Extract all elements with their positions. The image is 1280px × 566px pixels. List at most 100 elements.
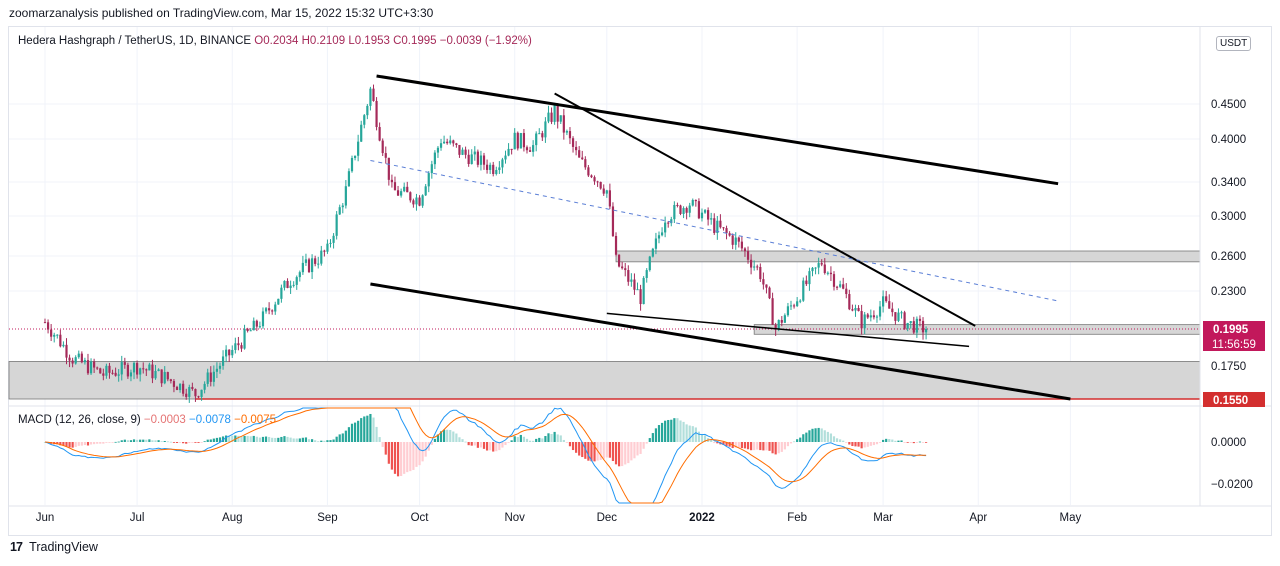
candle-body xyxy=(845,288,848,295)
macd-histogram-bar xyxy=(737,442,740,448)
macd-histogram-bar xyxy=(866,442,869,447)
candle-body xyxy=(424,186,427,196)
candle-body xyxy=(455,143,458,145)
macd-histogram-bar xyxy=(277,437,280,442)
candle-body xyxy=(307,259,311,273)
candle-body xyxy=(633,279,636,290)
upper-channel xyxy=(376,74,1059,186)
candle-body xyxy=(854,307,857,311)
candle-body xyxy=(777,320,780,329)
macd-histogram-bar xyxy=(430,442,433,445)
candle-body xyxy=(679,205,682,214)
macd-tick-label: 0.0000 xyxy=(1211,437,1246,449)
candle-body xyxy=(851,309,854,311)
support-badge-bg xyxy=(1203,392,1265,407)
candle-body xyxy=(335,214,338,236)
macd-histogram-bar xyxy=(786,442,790,447)
candle-body xyxy=(584,159,587,168)
macd-histogram-bar xyxy=(80,442,83,446)
macd-histogram-bar xyxy=(96,442,99,444)
macd-histogram-bar xyxy=(225,435,228,442)
candle-body xyxy=(482,155,486,165)
candle-body xyxy=(774,324,777,329)
candle-body xyxy=(65,344,68,358)
candle-body xyxy=(403,186,406,192)
candle-body xyxy=(519,133,522,149)
macd-histogram-bar xyxy=(845,442,848,443)
macd-histogram-bar xyxy=(83,442,87,446)
macd-histogram-bar xyxy=(522,436,526,442)
candle-body xyxy=(891,308,894,313)
macd-histogram-bar xyxy=(136,439,139,442)
macd-histogram-bar xyxy=(728,442,731,447)
candle-body xyxy=(310,258,314,273)
candle-body xyxy=(129,372,133,377)
macd-histogram-bar xyxy=(771,442,774,454)
candle-body xyxy=(237,343,240,346)
macd-histogram-bar xyxy=(433,438,436,442)
time-tick-label: Mar xyxy=(873,512,893,524)
macd-histogram-bar xyxy=(93,442,96,445)
candle-body xyxy=(458,144,461,155)
candle-body xyxy=(556,105,559,122)
candle-body xyxy=(433,152,436,165)
macd-histogram-bar xyxy=(403,442,406,474)
macd-histogram-bar xyxy=(111,442,114,443)
candle-body xyxy=(808,271,811,285)
price-tick-label: 0.4500 xyxy=(1211,99,1246,111)
change-value: −0.0039 (−1.92%) xyxy=(439,35,532,47)
macd-histogram-bar xyxy=(885,438,888,442)
macd-histogram-bar xyxy=(470,442,473,446)
macd-histogram-bar xyxy=(68,442,71,448)
candle-body xyxy=(694,199,697,202)
macd-histogram-bar xyxy=(805,432,808,442)
candle-body xyxy=(268,308,271,311)
macd-histogram-bar xyxy=(298,438,301,442)
candle-body xyxy=(676,204,679,206)
candle-body xyxy=(535,133,538,146)
support-badge: 0.1550 xyxy=(1213,395,1248,407)
candle-body xyxy=(796,301,799,307)
candle-body xyxy=(707,210,710,220)
macd-histogram-bar xyxy=(820,428,823,442)
macd-histogram-bar xyxy=(912,442,915,444)
candle-body xyxy=(341,205,344,208)
macd-histogram-bar xyxy=(286,436,289,442)
macd-histogram-bar xyxy=(774,442,777,455)
macd-histogram-bar xyxy=(924,442,928,443)
macd-histogram-bar xyxy=(633,442,636,459)
wedge-top xyxy=(554,92,976,327)
candle-body xyxy=(660,232,664,236)
candle-body xyxy=(443,141,446,144)
candle-body xyxy=(547,112,550,122)
macd-histogram-bar xyxy=(197,442,200,443)
candle-body xyxy=(96,367,99,369)
high-value: H0.2109 xyxy=(301,35,346,47)
candle-body xyxy=(221,356,225,366)
candle-body xyxy=(667,222,670,224)
macd-histogram-bar xyxy=(338,434,341,442)
macd-histogram-bar xyxy=(350,423,354,442)
candle-body xyxy=(160,369,163,384)
candle-body xyxy=(918,318,922,321)
candle-body xyxy=(642,277,645,305)
macd-histogram-bar xyxy=(443,429,446,442)
candle-body xyxy=(157,369,160,371)
macd-legend: MACD (12, 26, close, 9) −0.0003 −0.0078 … xyxy=(18,414,276,426)
candle-body xyxy=(645,270,648,278)
candle-body xyxy=(427,173,430,187)
candle-body xyxy=(924,329,928,333)
macd-histogram-bar xyxy=(553,431,556,442)
candle-body xyxy=(639,289,642,305)
macd-histogram-bar xyxy=(903,442,906,443)
macd-histogram-bar xyxy=(56,442,59,445)
macd-histogram-bar xyxy=(255,436,258,442)
candle-body xyxy=(378,127,381,141)
macd-histogram-bar xyxy=(587,442,590,461)
macd-histogram-bar xyxy=(740,442,743,449)
resistance-zone xyxy=(615,250,1201,263)
candle-body xyxy=(387,157,390,180)
currency-badge[interactable]: USDT xyxy=(1216,36,1252,51)
candle-body xyxy=(860,311,863,329)
